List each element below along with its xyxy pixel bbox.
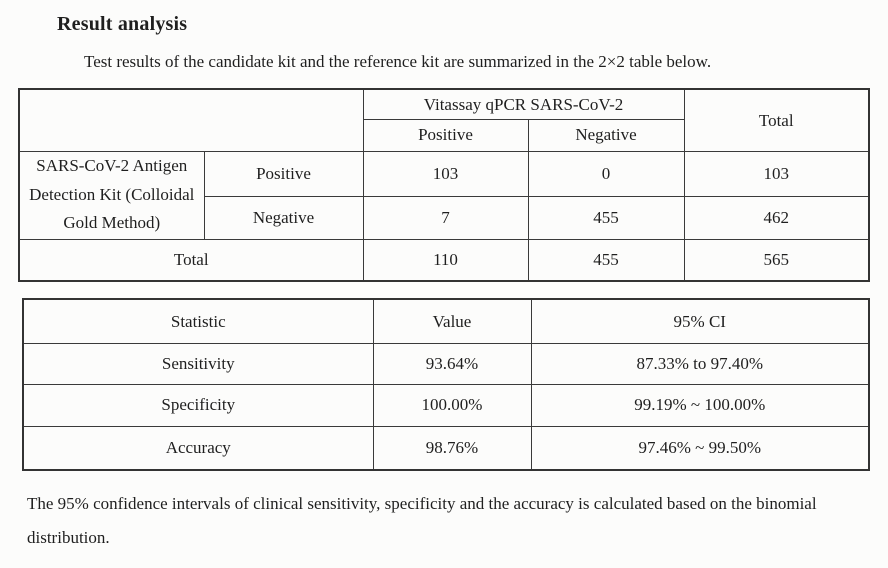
candidate-kit-label: SARS-CoV-2 Antigen Detection Kit (Colloi…	[18, 150, 205, 240]
value-col-header: Value	[372, 298, 532, 344]
cell-negative-positive: 7	[362, 195, 529, 240]
intro-text: Test results of the candidate kit and th…	[84, 52, 712, 71]
row-positive-label: Positive	[203, 150, 364, 197]
table-row: Specificity 100.00% 99.19% ~ 100.00%	[22, 383, 870, 427]
cell-grand-total: 565	[683, 238, 870, 282]
cell-positive-positive: 103	[362, 150, 529, 197]
stat-name-specificity: Specificity	[22, 383, 374, 427]
row-negative-label: Negative	[203, 195, 364, 240]
statistic-col-header: Statistic	[22, 298, 374, 344]
stat-value-specificity: 100.00%	[372, 383, 532, 427]
statistics-table: Statistic Value 95% CI Sensitivity 93.64…	[22, 298, 870, 471]
cell-total-positive: 110	[362, 238, 529, 282]
total-col-header: Total	[683, 88, 870, 152]
stat-value-sensitivity: 93.64%	[372, 342, 532, 385]
cell-positive-negative: 0	[527, 150, 685, 197]
stat-ci-accuracy: 97.46% ~ 99.50%	[530, 425, 870, 471]
negative-col-header: Negative	[527, 118, 685, 152]
cell-negative-total: 462	[683, 195, 870, 240]
stat-name-sensitivity: Sensitivity	[22, 342, 374, 385]
table-row: Sensitivity 93.64% 87.33% to 97.40%	[22, 342, 870, 385]
results-contingency-table: Vitassay qPCR SARS-CoV-2 Total Positive …	[18, 88, 870, 282]
cell-positive-total: 103	[683, 150, 870, 197]
corner-empty-cell	[18, 88, 364, 152]
table-row: Total 110 455 565	[18, 238, 870, 282]
reference-kit-header: Vitassay qPCR SARS-CoV-2	[362, 88, 685, 120]
section-title: Result analysis	[57, 13, 188, 35]
stat-ci-specificity: 99.19% ~ 100.00%	[530, 383, 870, 427]
cell-negative-negative: 455	[527, 195, 685, 240]
stat-name-accuracy: Accuracy	[22, 425, 374, 471]
positive-col-header: Positive	[362, 118, 529, 152]
stat-ci-sensitivity: 87.33% to 97.40%	[530, 342, 870, 385]
table-row: SARS-CoV-2 Antigen Detection Kit (Colloi…	[18, 150, 870, 240]
footnote-text: The 95% confidence intervals of clinical…	[27, 494, 817, 547]
cell-total-negative: 455	[527, 238, 685, 282]
ci-col-header: 95% CI	[530, 298, 870, 344]
stat-value-accuracy: 98.76%	[372, 425, 532, 471]
total-row-label: Total	[18, 238, 364, 282]
table-row: Accuracy 98.76% 97.46% ~ 99.50%	[22, 425, 870, 471]
